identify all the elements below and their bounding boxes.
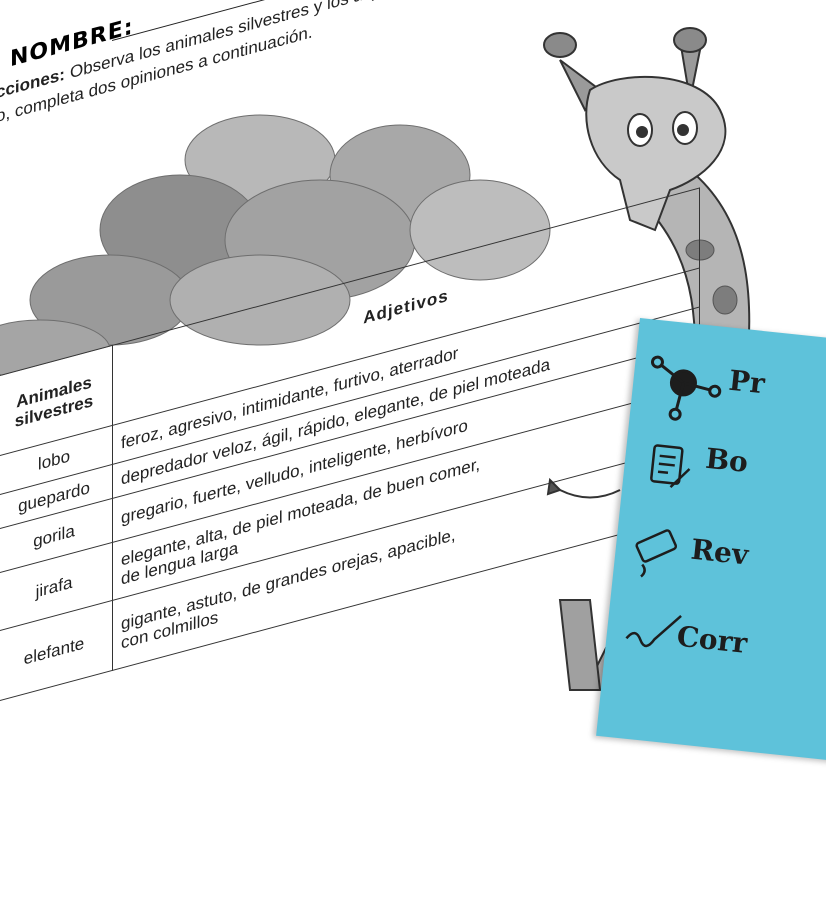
menu-item[interactable]: Pr <box>727 363 767 401</box>
adjectives-table: Animales silvestres Adjetivos lobo feroz… <box>0 187 700 702</box>
menu-item[interactable]: Rev <box>689 532 750 572</box>
menu-item[interactable]: Bo <box>703 441 750 479</box>
page: NOMBRE: cciones:Observa los animales sil… <box>0 0 826 763</box>
menu-icons <box>625 355 722 648</box>
menu-panel: Pr Bo Rev Corr <box>596 318 826 763</box>
